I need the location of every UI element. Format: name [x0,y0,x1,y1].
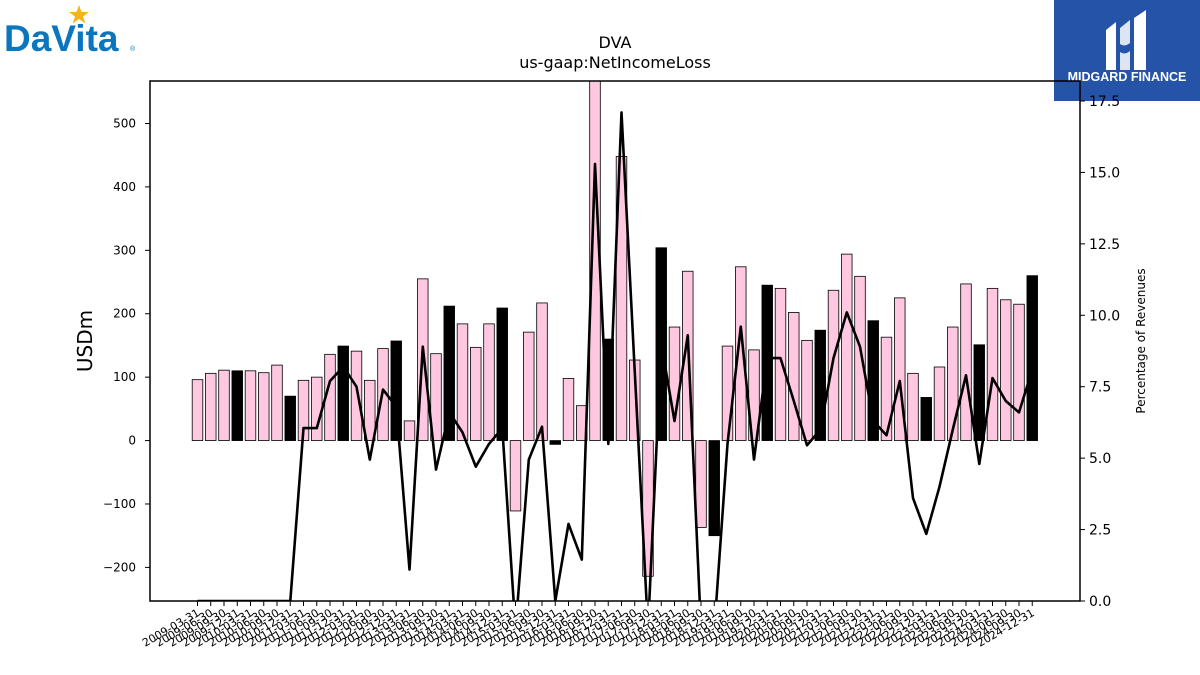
bar-2024-06-30 [1000,299,1012,441]
bar-2015-12-31 [549,440,561,445]
davita-logo: DaVita ® [4,5,136,59]
bar-2011-06-30 [311,376,323,441]
bar-2015-03-31 [509,440,522,512]
bar-2022-06-30 [894,297,906,441]
y2-axis-label: Percentage of Revenues [1134,268,1148,413]
y-axis-label: USDm [73,310,97,372]
bar-2020-09-30 [801,339,813,441]
y2-tick-label: 17.5 [1089,94,1120,110]
y2-tick-label: 10.0 [1089,308,1120,324]
bar-2015-09-30 [536,302,548,441]
chart-title: DVA [599,33,632,52]
bar-2021-03-31 [827,289,840,441]
svg-text:DaVita: DaVita [4,18,119,59]
bar-2024-03-31 [986,287,999,441]
bar-2013-09-30 [430,353,442,441]
bar-2019-03-31 [721,345,734,441]
bar-2009-03-31 [191,379,204,441]
bar-2023-03-31 [933,366,946,441]
bar-2019-06-30 [735,266,747,441]
y2-tick-label: 7.5 [1089,380,1111,396]
bar-2010-06-30 [258,372,270,441]
bar-2010-03-31 [244,370,257,441]
bar-2022-09-30 [907,372,919,441]
percentage-of-revenues-line [197,111,1034,601]
bar-2023-12-31 [973,344,985,441]
bar-2020-12-31 [814,329,826,441]
y-tick-label: 100 [113,370,136,384]
bar-2014-03-31 [456,323,469,441]
bar-2014-12-31 [496,307,508,441]
y2-tick-label: 0.0 [1089,594,1111,610]
y2-tick-label: 5.0 [1089,451,1111,467]
bar-2011-12-31 [337,345,349,441]
bar-2023-09-30 [960,283,972,441]
bar-2010-12-31 [284,395,296,441]
bar-2010-09-30 [271,364,283,441]
bar-2013-03-31 [403,420,416,441]
bar-2020-03-31 [774,287,787,441]
bar-2022-03-31 [880,336,893,441]
bar-2018-03-31 [668,326,681,441]
bar-2017-03-31 [615,156,628,441]
bar-2012-06-30 [364,379,376,441]
bar-2012-12-31 [390,340,402,441]
bar-2015-06-30 [523,331,535,441]
y2-tick-label: 15.0 [1089,165,1120,181]
bar-2024-09-30 [1013,303,1025,441]
bar-2021-12-31 [867,320,879,441]
bar-2018-09-30 [695,440,707,528]
y-tick-label: 400 [113,180,136,194]
bar-2016-03-31 [562,378,575,441]
bar-2014-06-30 [470,346,482,441]
bar-2012-03-31 [350,350,363,441]
midgard-logo-text: MIDGARD FINANCE [1068,70,1187,84]
bar-2022-12-31 [920,397,932,441]
svg-text:®: ® [130,45,136,53]
bar-2024-12-31 [1026,275,1038,441]
y-tick-label: −200 [103,560,136,574]
chart-subtitle: us-gaap:NetIncomeLoss [519,53,711,72]
bar-2009-12-31 [231,370,243,441]
bar-2018-12-31 [708,440,720,537]
bar-2009-09-30 [218,369,230,441]
y-tick-label: 200 [113,307,136,321]
bar-2021-06-30 [841,253,853,441]
bar-2009-06-30 [205,372,217,441]
y-tick-label: 500 [113,116,136,130]
y-tick-label: 300 [113,243,136,257]
y-tick-label: 0 [128,434,136,448]
bar-2021-09-30 [854,275,866,441]
midgard-finance-logo: MIDGARD FINANCE [1054,0,1200,101]
bar-2023-06-30 [947,326,959,441]
bar-2013-12-31 [443,305,455,441]
bar-2020-06-30 [788,312,800,441]
bar-2014-09-30 [483,323,495,441]
star-icon [69,5,89,24]
y2-tick-label: 12.5 [1089,237,1120,253]
y2-tick-label: 2.5 [1089,523,1111,539]
plot-frame [149,80,1081,602]
midgard-mark-icon [1106,10,1146,70]
y-tick-label: −100 [103,497,136,511]
